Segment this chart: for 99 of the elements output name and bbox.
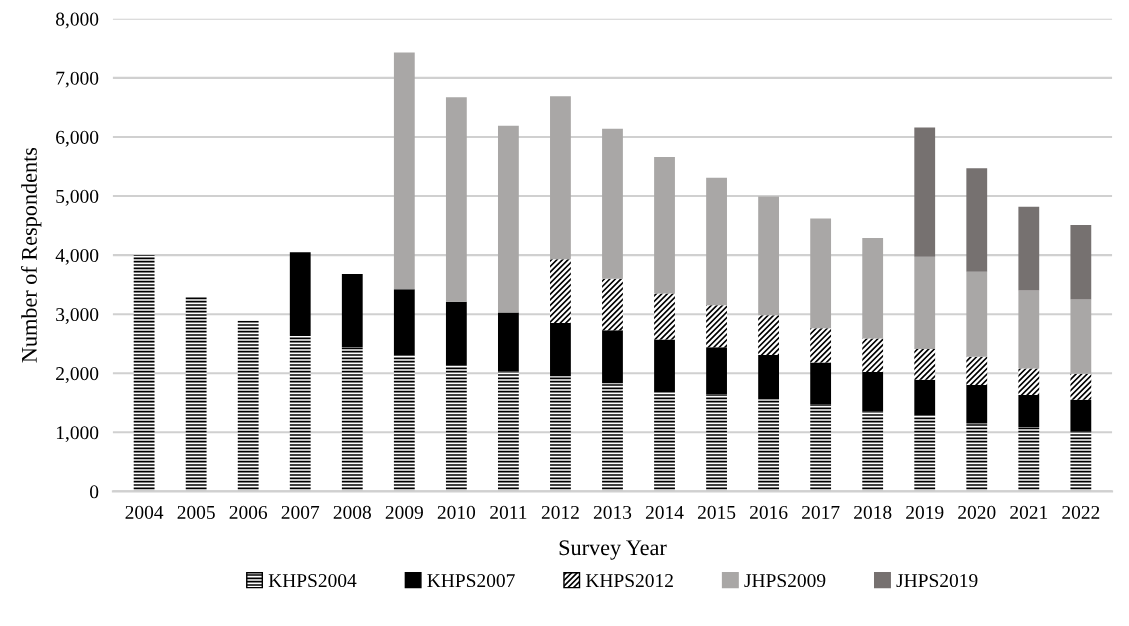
bar — [550, 376, 571, 492]
y-tick-label: 5,000 — [56, 189, 99, 206]
bar — [758, 196, 780, 316]
bar — [1070, 431, 1092, 492]
bar — [341, 274, 363, 348]
bar — [862, 338, 884, 373]
bar — [497, 125, 519, 313]
bar — [914, 127, 936, 257]
legend-label: JHPS2019 — [896, 573, 978, 588]
y-tick-label: 0 — [90, 485, 99, 499]
y-tick-label: 8,000 — [56, 12, 99, 29]
bar — [393, 289, 415, 356]
x-tick-label: 2005 — [177, 505, 215, 519]
bar — [1018, 206, 1040, 291]
bar — [602, 278, 623, 331]
x-tick-label: 2004 — [125, 505, 164, 519]
bar — [810, 328, 832, 363]
y-axis-title: Number of Respondents — [20, 147, 42, 363]
x-axis-title: Survey Year — [559, 540, 667, 560]
x-tick-label: 2006 — [229, 505, 268, 519]
bar — [602, 330, 623, 384]
bar — [654, 339, 675, 391]
bar — [810, 362, 832, 404]
legend-label: KHPS2004 — [268, 573, 357, 588]
bar — [914, 349, 936, 380]
x-tick-label: 2009 — [385, 505, 423, 519]
x-tick-label: 2014 — [645, 505, 684, 519]
y-tick-label: 6,000 — [56, 130, 99, 147]
legend-label: KHPS2007 — [427, 573, 515, 588]
x-tick-label: 2021 — [1010, 505, 1048, 519]
bar — [445, 97, 467, 302]
bar — [706, 177, 727, 306]
y-tick-label: 3,000 — [56, 307, 99, 324]
bar — [602, 128, 623, 279]
x-tick-label: 2007 — [281, 505, 320, 519]
bar — [550, 96, 571, 260]
bar — [706, 347, 727, 395]
bar — [550, 323, 571, 377]
bar — [654, 293, 675, 340]
x-tick-label: 2016 — [750, 505, 788, 519]
bar — [758, 315, 780, 355]
bar — [706, 305, 727, 348]
y-tick-label: 1,000 — [56, 426, 99, 443]
bar — [758, 354, 780, 400]
bar — [185, 296, 207, 492]
x-tick-label: 2015 — [697, 505, 736, 519]
bar — [1018, 368, 1040, 396]
bar — [654, 157, 675, 294]
bar — [862, 237, 884, 339]
bar — [1018, 290, 1040, 369]
bar — [550, 259, 571, 324]
bar — [237, 320, 259, 492]
x-tick-label: 2011 — [490, 505, 527, 519]
bar — [289, 336, 311, 492]
bar — [654, 390, 675, 492]
bar — [445, 301, 467, 365]
bar — [966, 385, 988, 424]
legend-label: JHPS2009 — [744, 573, 826, 588]
bar — [393, 355, 415, 492]
x-tick-label: 2013 — [593, 505, 632, 519]
x-tick-label: 2020 — [958, 505, 996, 519]
bar — [497, 312, 519, 372]
bar — [289, 252, 311, 337]
bar — [706, 394, 727, 492]
x-tick-label: 2018 — [854, 505, 892, 519]
bar — [1070, 373, 1092, 400]
bar — [914, 415, 936, 492]
bar — [1070, 224, 1092, 300]
x-tick-label: 2012 — [541, 505, 579, 519]
y-tick-label: 7,000 — [56, 71, 99, 88]
y-tick-label: 4,000 — [55, 248, 99, 265]
bar — [914, 256, 936, 350]
bar — [914, 379, 936, 416]
bar — [393, 52, 415, 290]
bar — [758, 399, 780, 492]
x-tick-label: 2008 — [333, 505, 371, 519]
bar — [862, 411, 884, 492]
bar — [1018, 395, 1040, 428]
bar — [966, 168, 988, 272]
x-tick-label: 2022 — [1062, 505, 1100, 519]
x-tick-label: 2010 — [437, 505, 476, 519]
x-tick-label: 2017 — [802, 505, 840, 519]
bar — [1070, 299, 1092, 374]
bar — [1070, 399, 1092, 432]
bar — [445, 364, 467, 492]
bar — [966, 423, 988, 492]
y-tick-label: 2,000 — [56, 367, 99, 383]
bar — [602, 383, 623, 492]
bar — [810, 403, 832, 492]
bar — [133, 255, 155, 492]
bar — [810, 218, 832, 329]
x-tick-label: 2019 — [906, 505, 944, 519]
legend-label: KHPS2012 — [585, 573, 673, 588]
bar — [1018, 427, 1040, 492]
bar — [966, 271, 988, 357]
bar — [341, 347, 363, 492]
bar — [862, 372, 884, 412]
bar — [497, 371, 519, 492]
bar — [966, 356, 988, 386]
